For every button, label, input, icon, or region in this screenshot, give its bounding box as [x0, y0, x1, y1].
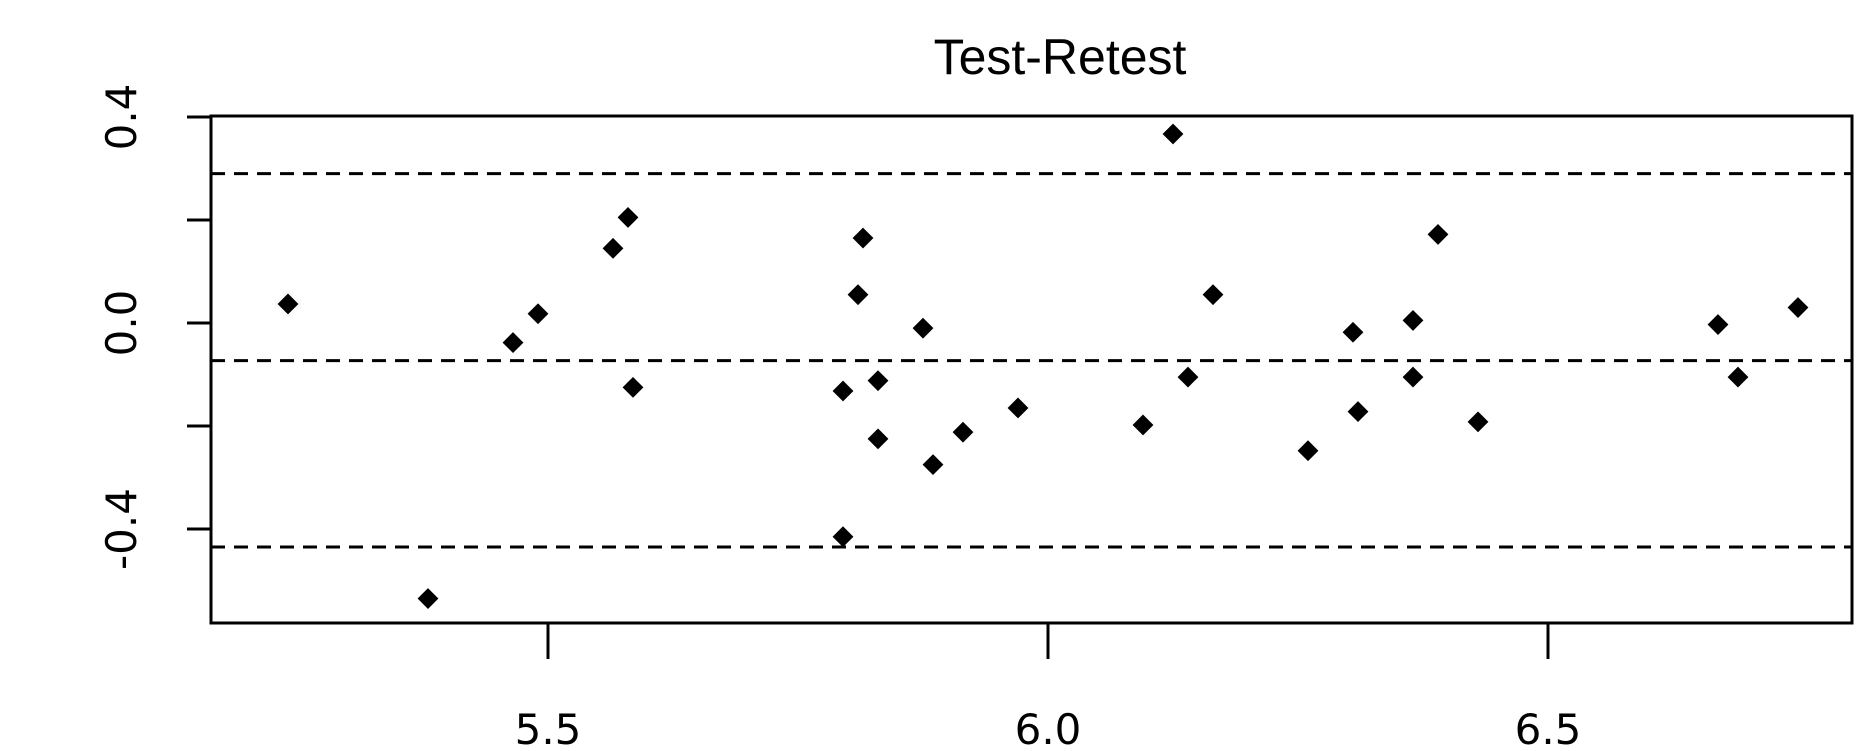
data-point	[867, 370, 889, 392]
data-point	[952, 421, 974, 443]
reference-lines	[211, 172, 1852, 549]
data-point	[417, 588, 439, 609]
data-point	[922, 454, 944, 476]
y-tick-label: -0.4	[97, 488, 146, 570]
data-point	[867, 428, 889, 450]
data-point	[1177, 366, 1199, 388]
data-point	[1347, 401, 1369, 422]
plot-area-frame	[209, 114, 1854, 625]
x-tick-label: 5.5	[515, 705, 582, 751]
data-point	[1707, 314, 1729, 335]
x-axis: 5.5 6.0 6.5	[515, 623, 1582, 751]
data-point	[1467, 411, 1489, 433]
x-tick-label: 6.5	[1515, 705, 1582, 751]
data-point	[1202, 284, 1224, 306]
data-point	[1402, 366, 1424, 388]
data-point	[622, 376, 644, 398]
y-axis: -0.4 0.0 0.4	[97, 84, 211, 570]
x-tick-label: 6.0	[1015, 705, 1082, 751]
data-point	[277, 293, 299, 315]
data-point	[617, 207, 639, 228]
data-point	[1162, 123, 1184, 145]
data-point	[832, 380, 854, 402]
data-point	[502, 332, 524, 353]
chart-title: Test-Retest	[934, 29, 1187, 85]
data-point	[1342, 321, 1364, 343]
data-point	[847, 284, 869, 306]
data-point	[527, 303, 549, 325]
data-point	[1007, 397, 1029, 419]
y-tick-label: 0.0	[97, 290, 146, 357]
data-point	[1727, 366, 1749, 388]
data-point	[832, 526, 854, 548]
y-tick-label: 0.4	[97, 84, 146, 151]
data-point	[1297, 440, 1319, 462]
data-point	[1402, 310, 1424, 331]
data-point	[1787, 297, 1809, 318]
data-point	[852, 227, 874, 249]
data-point	[912, 317, 934, 339]
data-point	[1132, 414, 1154, 436]
data-point	[1427, 224, 1449, 245]
data-points	[277, 123, 1809, 609]
data-point	[602, 237, 624, 259]
